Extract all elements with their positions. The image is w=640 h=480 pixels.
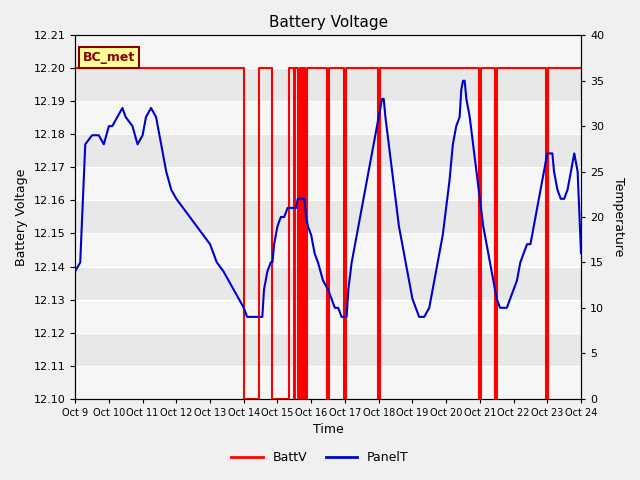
Y-axis label: Battery Voltage: Battery Voltage	[15, 168, 28, 265]
Bar	[75, 168, 581, 201]
Bar	[75, 366, 581, 398]
Bar	[75, 233, 581, 266]
Bar	[75, 36, 581, 68]
Text: BC_met: BC_met	[83, 51, 135, 64]
Bar	[75, 300, 581, 333]
Title: Battery Voltage: Battery Voltage	[269, 15, 388, 30]
Legend: BattV, PanelT: BattV, PanelT	[227, 446, 413, 469]
X-axis label: Time: Time	[313, 423, 344, 436]
Bar	[75, 101, 581, 134]
Y-axis label: Temperature: Temperature	[612, 177, 625, 257]
